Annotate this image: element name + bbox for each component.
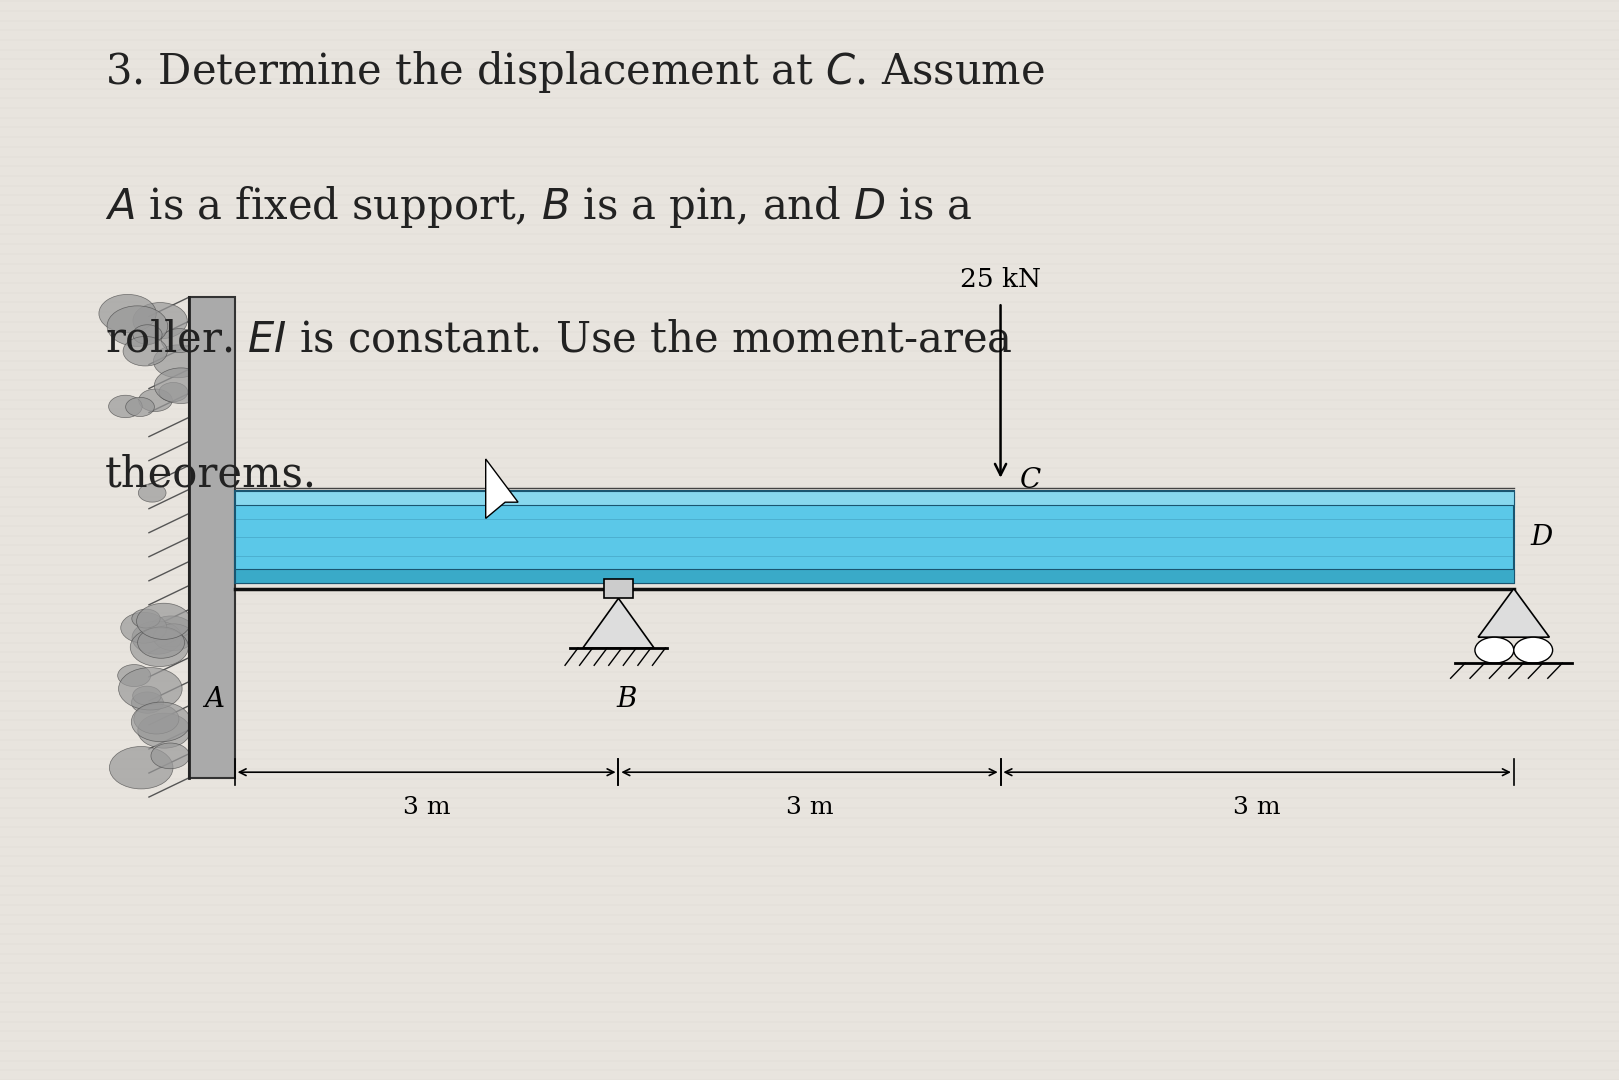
Text: $A$ is a fixed support, $B$ is a pin, and $D$ is a: $A$ is a fixed support, $B$ is a pin, an… <box>105 184 973 230</box>
Circle shape <box>126 397 154 417</box>
Circle shape <box>154 345 202 378</box>
Text: D: D <box>1530 524 1553 551</box>
Bar <box>235 491 1514 505</box>
Circle shape <box>151 743 189 769</box>
Circle shape <box>107 306 168 347</box>
Circle shape <box>133 621 181 654</box>
Text: C: C <box>1020 467 1041 494</box>
Polygon shape <box>1478 589 1549 637</box>
Polygon shape <box>583 598 654 648</box>
Circle shape <box>136 604 191 639</box>
Polygon shape <box>486 459 518 518</box>
Circle shape <box>133 302 188 339</box>
Text: roller. $EI$ is constant. Use the moment-area: roller. $EI$ is constant. Use the moment… <box>105 319 1012 361</box>
Text: theorems.: theorems. <box>105 454 317 496</box>
Circle shape <box>131 609 160 629</box>
Bar <box>235 491 1514 583</box>
Circle shape <box>147 616 194 647</box>
Circle shape <box>154 624 194 650</box>
Circle shape <box>121 612 167 644</box>
Circle shape <box>139 389 172 411</box>
Circle shape <box>162 328 198 352</box>
Circle shape <box>133 325 162 345</box>
Circle shape <box>99 295 155 333</box>
Circle shape <box>138 713 191 748</box>
Text: B: B <box>617 686 636 713</box>
Text: A: A <box>204 686 223 713</box>
Text: 3 m: 3 m <box>403 796 450 819</box>
Circle shape <box>118 664 151 687</box>
Circle shape <box>133 686 162 705</box>
Bar <box>189 297 235 778</box>
Circle shape <box>123 337 167 366</box>
Circle shape <box>130 627 188 666</box>
Circle shape <box>1514 637 1553 663</box>
Bar <box>235 569 1514 583</box>
Circle shape <box>131 692 164 713</box>
Circle shape <box>154 368 207 404</box>
Bar <box>604 579 633 598</box>
Circle shape <box>108 395 142 418</box>
Text: 25 kN: 25 kN <box>960 267 1041 292</box>
Circle shape <box>159 382 188 402</box>
Circle shape <box>138 484 167 502</box>
Text: 3 m: 3 m <box>785 796 834 819</box>
Circle shape <box>134 704 180 734</box>
Circle shape <box>138 626 185 658</box>
Circle shape <box>110 746 173 788</box>
Text: 3 m: 3 m <box>1234 796 1281 819</box>
Circle shape <box>131 702 191 742</box>
Circle shape <box>118 667 183 710</box>
Text: 3. Determine the displacement at $C$. Assume: 3. Determine the displacement at $C$. As… <box>105 49 1046 95</box>
Circle shape <box>1475 637 1514 663</box>
